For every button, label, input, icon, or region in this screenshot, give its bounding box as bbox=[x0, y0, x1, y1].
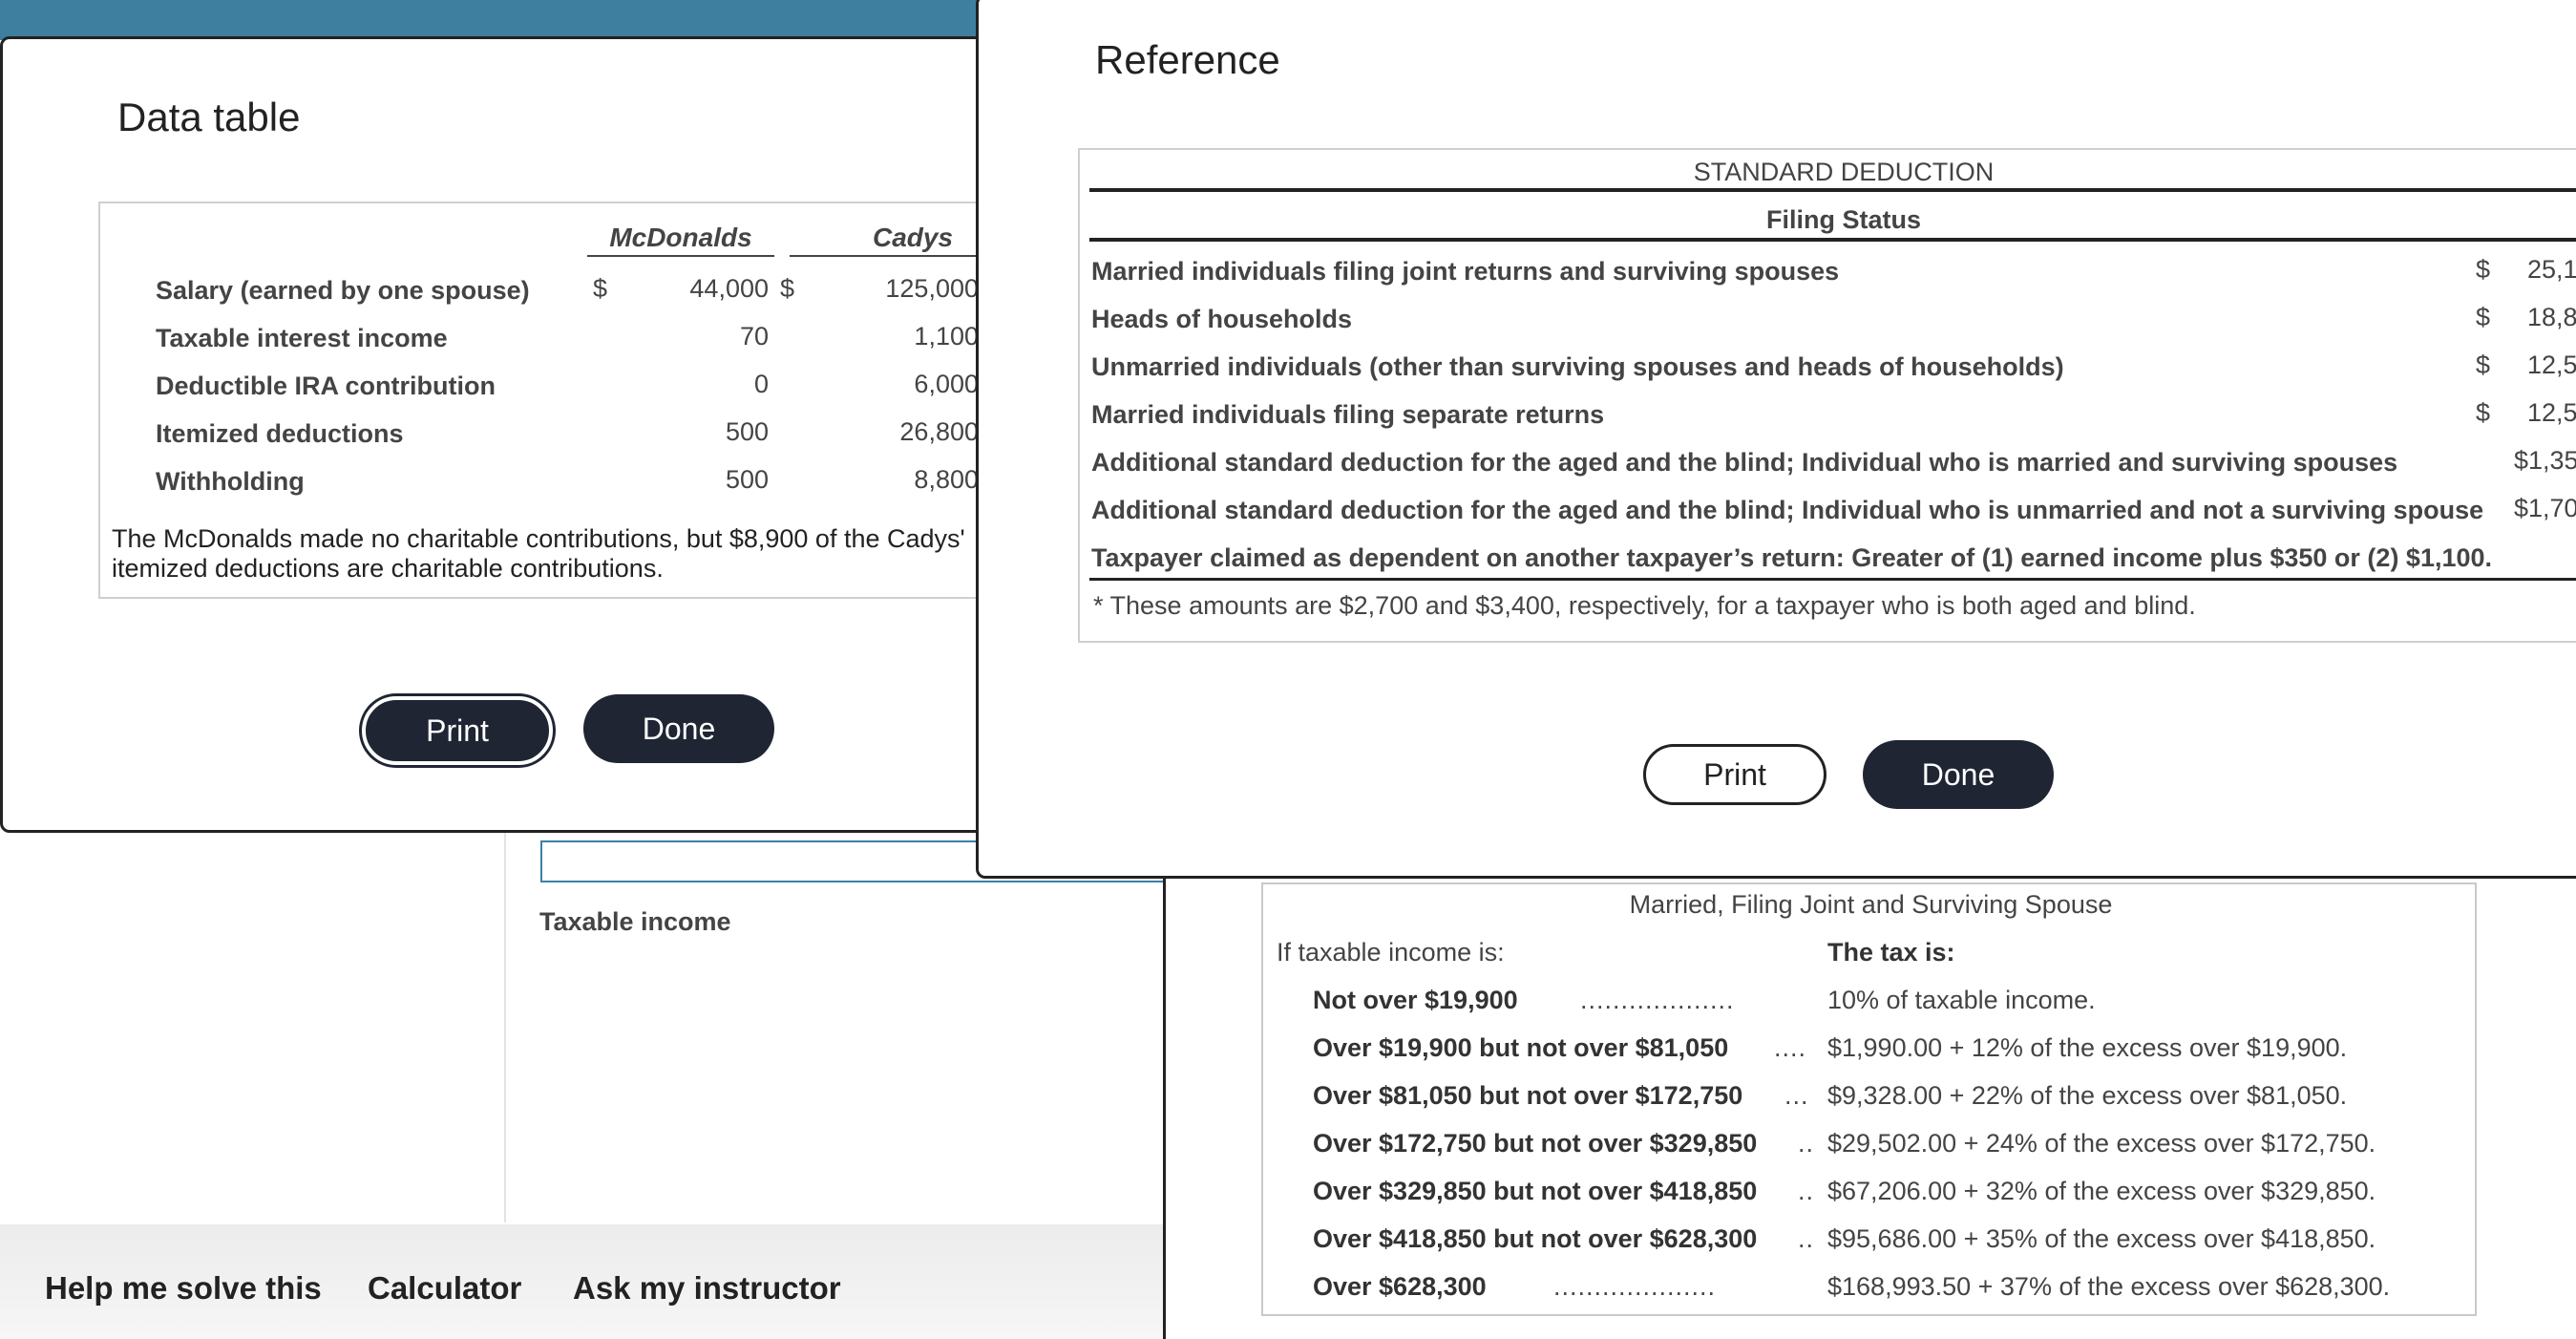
table-rule bbox=[1089, 578, 2576, 581]
deduction-row-label: Heads of households bbox=[1091, 305, 1353, 333]
schedule-row: Not over $19,900 ................... 10%… bbox=[1263, 986, 2479, 1024]
schedule-leader-dots: ................... bbox=[1580, 986, 1735, 1014]
mcdonalds-ira: 0 bbox=[753, 370, 769, 398]
schedule-row: Over $172,750 but not over $329,850 .. $… bbox=[1263, 1129, 2479, 1167]
mcdonalds-withholding: 500 bbox=[725, 465, 769, 494]
schedule-leader-dots: .... bbox=[1774, 1033, 1807, 1062]
deduction-amount: $1,70 bbox=[2514, 494, 2576, 522]
column-header-mcdonalds: McDonalds bbox=[609, 223, 752, 252]
filing-status-header: Filing Status bbox=[1766, 205, 1921, 234]
column-header-rule bbox=[790, 255, 1036, 257]
tax-schedule-table: Married, Filing Joint and Surviving Spou… bbox=[1261, 882, 2477, 1316]
table-rule bbox=[1089, 238, 2576, 242]
schedule-leader-dots: ... bbox=[1784, 1081, 1809, 1110]
schedule-tax: $168,993.50 + 37% of the excess over $62… bbox=[1827, 1272, 2391, 1301]
schedule-tax: 10% of taxable income. bbox=[1827, 986, 2096, 1014]
currency-symbol: $ bbox=[2476, 351, 2491, 379]
deduction-row-label: Additional standard deduction for the ag… bbox=[1091, 448, 2398, 477]
dialog-title: Data table bbox=[117, 95, 301, 139]
deduction-row-label: Married individuals filing joint returns… bbox=[1091, 257, 1840, 286]
data-table-dialog: Data table McDonalds Cadys Salary (earne… bbox=[0, 36, 1036, 833]
currency-symbol: $ bbox=[2476, 398, 2491, 427]
dialog-title: Reference bbox=[1095, 37, 1280, 82]
schedule-row: Over $628,300 .................... $168,… bbox=[1263, 1272, 2479, 1310]
row-label-itemized: Itemized deductions bbox=[156, 419, 404, 448]
column-divider bbox=[504, 821, 506, 1222]
data-table: McDonalds Cadys Salary (earned by one sp… bbox=[98, 202, 1036, 599]
row-label-interest: Taxable interest income bbox=[156, 324, 448, 352]
deduction-amount: 12,55 bbox=[2527, 351, 2576, 379]
table-rule bbox=[1089, 188, 2576, 192]
data-table-note: The McDonalds made no charitable contrib… bbox=[112, 524, 965, 583]
deduction-row-label: Additional standard deduction for the ag… bbox=[1091, 496, 2484, 524]
table-title: STANDARD DEDUCTION bbox=[1693, 158, 1995, 186]
schedule-tax: $1,990.00 + 12% of the excess over $19,9… bbox=[1827, 1033, 2348, 1062]
cadys-itemized: 26,800 bbox=[899, 417, 979, 446]
currency-symbol: $ bbox=[593, 274, 608, 303]
done-button[interactable]: Done bbox=[583, 694, 774, 763]
deduction-row-label: Married individuals filing separate retu… bbox=[1091, 400, 1605, 429]
calculator-link[interactable]: Calculator bbox=[368, 1270, 522, 1306]
schedule-leader-dots: .. bbox=[1798, 1177, 1815, 1205]
deduction-row-label: Unmarried individuals (other than surviv… bbox=[1091, 352, 2064, 381]
schedule-tax: $29,502.00 + 24% of the excess over $172… bbox=[1827, 1129, 2376, 1158]
mcdonalds-salary: 44,000 bbox=[689, 274, 769, 303]
schedule-row: Over $418,850 but not over $628,300 .. $… bbox=[1263, 1224, 2479, 1263]
cadys-salary: 125,000 bbox=[885, 274, 979, 303]
ask-instructor-link[interactable]: Ask my instructor bbox=[573, 1270, 841, 1306]
schedule-bracket: Over $418,850 but not over $628,300 bbox=[1313, 1224, 1758, 1253]
taxable-income-label: Taxable income bbox=[539, 907, 731, 936]
help-me-solve-link[interactable]: Help me solve this bbox=[45, 1270, 322, 1306]
print-button[interactable]: Print bbox=[1643, 744, 1826, 805]
done-button[interactable]: Done bbox=[1863, 740, 2054, 809]
column-header-cadys: Cadys bbox=[872, 223, 954, 252]
deduction-amount: 18,80 bbox=[2527, 303, 2576, 331]
deduction-amount: $1,35 bbox=[2514, 446, 2576, 475]
cadys-ira: 6,000 bbox=[914, 370, 979, 398]
schedule-leader-dots: .. bbox=[1798, 1224, 1815, 1253]
page-header-banner bbox=[0, 0, 983, 40]
mcdonalds-itemized: 500 bbox=[725, 417, 769, 446]
currency-symbol: $ bbox=[2476, 303, 2491, 331]
schedule-leader-dots: .. bbox=[1798, 1129, 1815, 1158]
schedule-tax: $95,686.00 + 35% of the excess over $418… bbox=[1827, 1224, 2376, 1253]
schedule-tax: $9,328.00 + 22% of the excess over $81,0… bbox=[1827, 1081, 2348, 1110]
schedule-leader-dots: .................... bbox=[1553, 1272, 1717, 1301]
bottom-help-bar bbox=[0, 1224, 1174, 1339]
cadys-interest: 1,100 bbox=[914, 322, 979, 351]
deduction-row-label: Taxpayer claimed as dependent on another… bbox=[1091, 543, 2493, 572]
schedule-if-label: If taxable income is: bbox=[1277, 938, 1505, 967]
schedule-bracket: Over $81,050 but not over $172,750 bbox=[1313, 1081, 1743, 1110]
row-label-salary: Salary (earned by one spouse) bbox=[156, 276, 530, 305]
deduction-amount: 25,10 bbox=[2527, 255, 2576, 284]
schedule-row: Over $329,850 but not over $418,850 .. $… bbox=[1263, 1177, 2479, 1215]
standard-deduction-table: STANDARD DEDUCTION Filing Status Married… bbox=[1078, 148, 2576, 643]
schedule-tax-label: The tax is: bbox=[1827, 938, 1955, 967]
row-label-ira: Deductible IRA contribution bbox=[156, 372, 496, 400]
schedule-tax: $67,206.00 + 32% of the excess over $329… bbox=[1827, 1177, 2376, 1205]
currency-symbol: $ bbox=[2476, 255, 2491, 284]
currency-symbol: $ bbox=[780, 274, 795, 303]
reference-dialog: Reference STANDARD DEDUCTION Filing Stat… bbox=[976, 0, 2576, 879]
schedule-bracket: Not over $19,900 bbox=[1313, 986, 1518, 1014]
schedule-bracket: Over $628,300 bbox=[1313, 1272, 1487, 1301]
mcdonalds-interest: 70 bbox=[739, 322, 769, 351]
column-header-rule bbox=[587, 255, 774, 257]
schedule-title: Married, Filing Joint and Surviving Spou… bbox=[1629, 890, 2113, 919]
table-footnote: * These amounts are $2,700 and $3,400, r… bbox=[1093, 591, 2196, 620]
deduction-amount: 12,55 bbox=[2527, 398, 2576, 427]
schedule-bracket: Over $172,750 but not over $329,850 bbox=[1313, 1129, 1758, 1158]
print-button[interactable]: Print bbox=[362, 696, 553, 765]
schedule-row: Over $19,900 but not over $81,050 .... $… bbox=[1263, 1033, 2479, 1072]
schedule-bracket: Over $19,900 but not over $81,050 bbox=[1313, 1033, 1729, 1062]
cadys-withholding: 8,800 bbox=[914, 465, 979, 494]
row-label-withholding: Withholding bbox=[156, 467, 305, 496]
schedule-row: Over $81,050 but not over $172,750 ... $… bbox=[1263, 1081, 2479, 1119]
schedule-bracket: Over $329,850 but not over $418,850 bbox=[1313, 1177, 1758, 1205]
